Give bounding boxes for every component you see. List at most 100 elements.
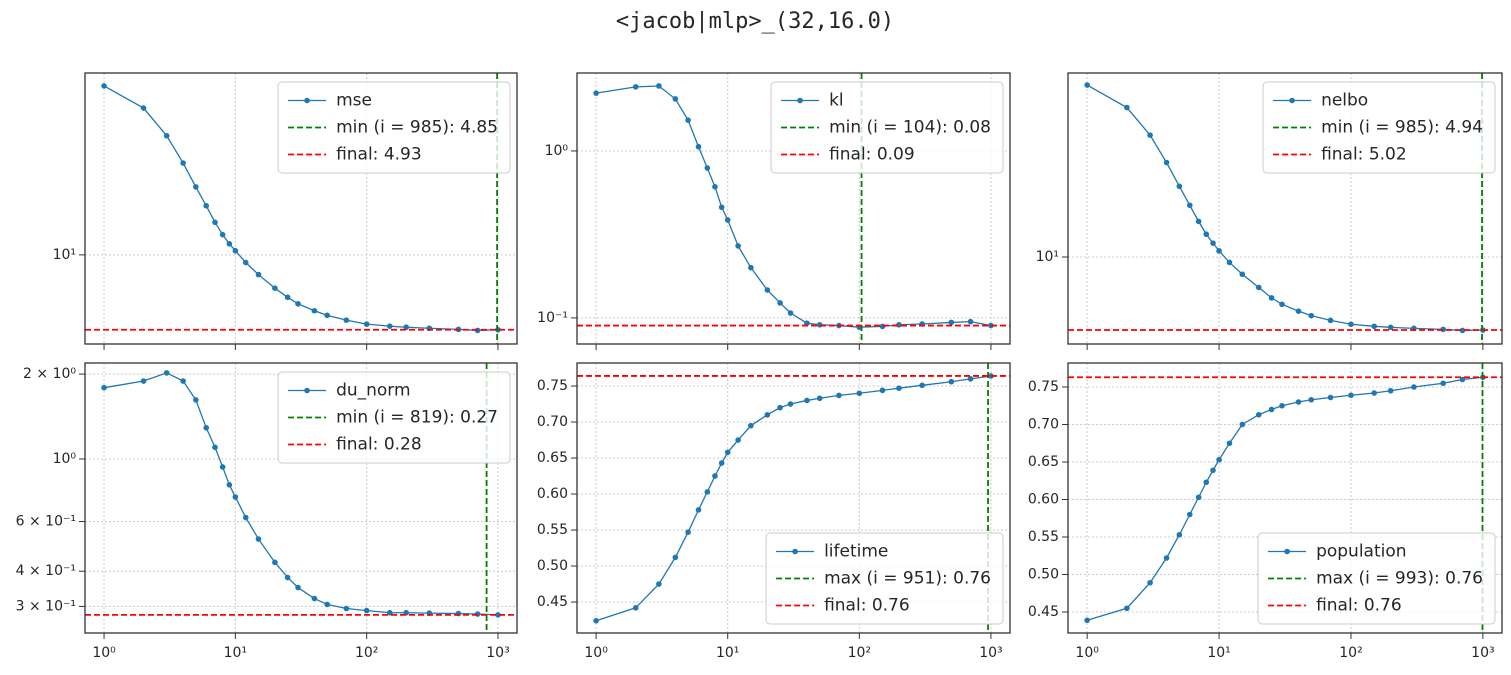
x-tick-label: 10³: [1471, 645, 1494, 661]
point: [856, 390, 863, 397]
point: [1371, 323, 1378, 330]
point: [163, 132, 170, 139]
legend: mse min (i = 985): 4.85 final: 4.93: [277, 81, 511, 174]
point: [140, 105, 147, 111]
point: [386, 323, 393, 329]
point: [1411, 384, 1417, 390]
point: [1195, 494, 1202, 501]
point: [735, 243, 741, 249]
legend-label: population: [1316, 542, 1406, 562]
legend-box: [277, 81, 511, 174]
legend-box: [277, 371, 511, 464]
point: [967, 376, 974, 382]
point: [712, 473, 718, 479]
point: [311, 595, 318, 602]
legend-marker: [304, 387, 310, 394]
x-tick-label: 10³: [979, 645, 1002, 661]
point: [1348, 321, 1354, 328]
point: [272, 285, 278, 291]
legend-label: max (i = 951): 0.76: [824, 569, 991, 589]
subplot: 10⁰ 10¹ 10² 10³ 0.45 0.50 0.55 0.60 0.65 0.70 0.75…: [1028, 362, 1503, 661]
legend-label: final: 0.28: [336, 435, 422, 455]
point: [1210, 467, 1216, 474]
point: [1186, 202, 1193, 209]
legend: population max (i = 993): 0.76 final: 0.76: [1257, 532, 1496, 625]
point: [988, 373, 994, 379]
point: [724, 449, 731, 456]
x-tick-label: 10²: [848, 645, 871, 661]
y-tick-label: 0.75: [537, 378, 568, 394]
point: [219, 464, 226, 470]
point: [272, 559, 278, 566]
legend-label: min (i = 985): 4.85: [336, 118, 498, 138]
point: [255, 536, 262, 542]
point: [948, 319, 955, 326]
point: [1239, 271, 1246, 278]
x-tick-label: 10⁰: [92, 645, 116, 661]
y-tick-label: 0.65: [537, 450, 568, 466]
point: [219, 231, 226, 238]
y-tick-label: 10⁻¹: [537, 310, 568, 326]
x-tick-label: 10¹: [1207, 645, 1230, 661]
point: [879, 387, 886, 394]
legend-label: final: 5.02: [1321, 145, 1407, 165]
point: [1124, 104, 1130, 111]
point: [1295, 308, 1302, 314]
point: [764, 287, 771, 293]
y-tick-label: 0.45: [1028, 604, 1059, 620]
point: [1268, 406, 1275, 413]
y-tick-label: 2 × 10⁰: [23, 366, 76, 382]
point: [704, 489, 711, 495]
point: [672, 554, 679, 561]
point: [193, 184, 199, 190]
legend: kl min (i = 104): 0.08 final: 0.09: [770, 81, 1004, 174]
point: [656, 581, 662, 587]
legend-label: min (i = 985): 4.94: [1321, 118, 1483, 138]
y-tick-label: 0.75: [1028, 379, 1059, 395]
legend-label: final: 0.76: [1316, 596, 1402, 616]
point: [1371, 390, 1378, 396]
point: [140, 378, 147, 384]
point: [255, 271, 262, 278]
y-tick-label: 10⁰: [53, 451, 77, 467]
figure-title: <jacob|mlp>_(32,16.0): [616, 9, 894, 34]
point: [1124, 605, 1130, 612]
y-tick-label: 0.45: [537, 594, 568, 610]
point: [295, 300, 301, 307]
point: [1203, 479, 1210, 486]
point: [704, 165, 711, 171]
point: [1216, 248, 1222, 254]
point: [193, 397, 199, 403]
subplot: 10⁰ 10¹ 10² 10³ 3 × 10⁻¹ 4 × 10⁻¹ 6 × 10⁻¹ 10⁰ 2…: [16, 362, 518, 661]
point: [1084, 82, 1090, 88]
point: [1239, 421, 1246, 428]
point: [203, 202, 210, 209]
point: [343, 605, 350, 612]
point: [1163, 555, 1170, 561]
point: [816, 395, 823, 402]
point: [1084, 617, 1090, 624]
point: [1308, 312, 1315, 319]
point: [212, 219, 218, 226]
point: [695, 143, 702, 150]
point: [896, 385, 902, 392]
point: [1176, 531, 1183, 538]
point: [1163, 159, 1170, 166]
point: [1327, 394, 1334, 401]
point: [363, 321, 370, 327]
point: [284, 294, 291, 301]
point: [804, 320, 810, 326]
legend-label: nelbo: [1321, 91, 1368, 111]
point: [226, 241, 233, 247]
subplot: 10¹ mse min (i = 985): 4.85 final: 4.93: [53, 72, 518, 350]
axes-frame: [84, 72, 518, 345]
legend-label: lifetime: [824, 542, 888, 562]
point: [1216, 456, 1222, 463]
axes-frame: [84, 362, 518, 634]
point: [948, 378, 955, 385]
point: [295, 584, 301, 591]
point: [311, 307, 318, 314]
